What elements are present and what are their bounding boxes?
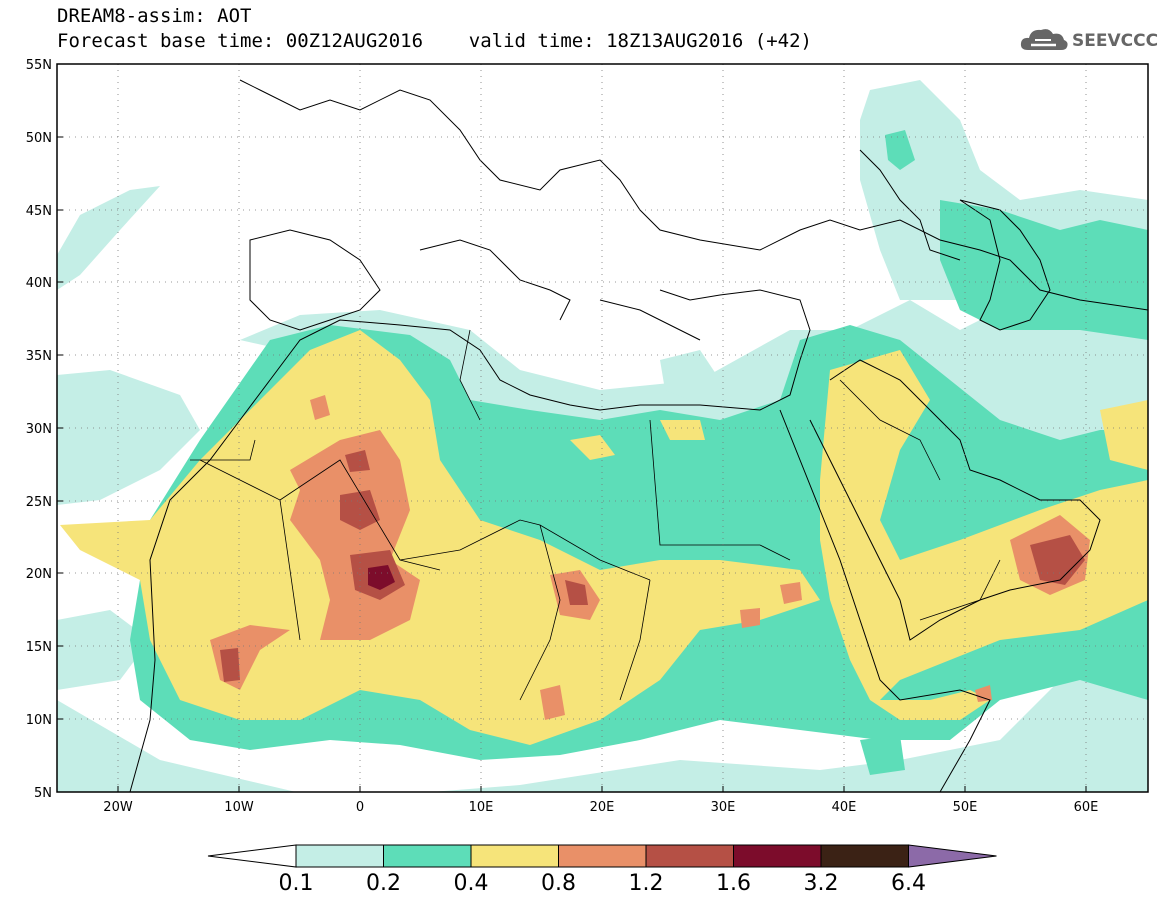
colorbar-segment xyxy=(645,844,734,868)
lon-label: 20W xyxy=(103,800,133,815)
lon-label: 0 xyxy=(356,800,364,815)
colorbar-level: 1.2 xyxy=(628,871,664,896)
lat-label: 45N xyxy=(26,204,52,219)
lon-label: 10W xyxy=(224,800,254,815)
colorbar-level: 0.2 xyxy=(366,871,401,896)
lat-label: 40N xyxy=(26,276,52,291)
colorbar-segment xyxy=(820,844,909,868)
longitude-labels: 20W 10W 0 10E 20E 30E 40E 50E 60E xyxy=(103,800,1098,815)
lon-label: 40E xyxy=(832,800,857,815)
colorbar-level: 1.6 xyxy=(716,871,751,896)
lat-label: 25N xyxy=(26,495,52,510)
lon-label: 50E xyxy=(953,800,978,815)
axis-ticks xyxy=(57,136,1087,792)
colorbar-level: 3.2 xyxy=(803,871,839,896)
lat-label: 55N xyxy=(26,58,52,73)
lon-label: 60E xyxy=(1074,800,1099,815)
colorbar xyxy=(207,844,997,868)
colorbar-segment xyxy=(295,844,384,868)
colorbar-low-end xyxy=(207,844,297,868)
forecast-times: Forecast base time: 00Z12AUG2016 valid t… xyxy=(57,30,812,52)
colorbar-level: 0.4 xyxy=(453,871,489,896)
aot-field xyxy=(57,64,1148,792)
colorbar-level: 6.4 xyxy=(891,871,926,896)
colorbar-level: 0.8 xyxy=(541,871,576,896)
lon-label: 20E xyxy=(590,800,615,815)
colorbar-segment xyxy=(470,844,559,868)
latitude-labels: 5N 10N 15N 20N 25N 30N 35N 40N 45N 50N 5… xyxy=(26,58,52,801)
colorbar-segment xyxy=(558,844,647,868)
aot-band-1.6 xyxy=(368,565,395,590)
lat-label: 15N xyxy=(26,640,52,655)
cloud-icon xyxy=(1020,29,1068,50)
country-borders xyxy=(190,329,1001,701)
lon-label: 10E xyxy=(469,800,494,815)
seevccc-logo: SEEVCCC xyxy=(1018,22,1158,56)
lat-label: 5N xyxy=(34,786,52,801)
graticule xyxy=(57,64,1148,792)
lat-label: 35N xyxy=(26,349,52,364)
colorbar-high-end xyxy=(908,844,997,868)
colorbar-level: 0.1 xyxy=(278,871,314,896)
lon-label: 30E xyxy=(711,800,736,815)
lat-label: 30N xyxy=(26,422,52,437)
colorbar-segment xyxy=(383,844,472,868)
logo-text: SEEVCCC xyxy=(1072,31,1159,51)
lat-label: 10N xyxy=(26,713,52,728)
lat-label: 50N xyxy=(26,131,52,146)
map-title: DREAM8-assim: AOT xyxy=(57,5,252,27)
lat-label: 20N xyxy=(26,567,52,582)
colorbar-segment xyxy=(733,844,822,868)
